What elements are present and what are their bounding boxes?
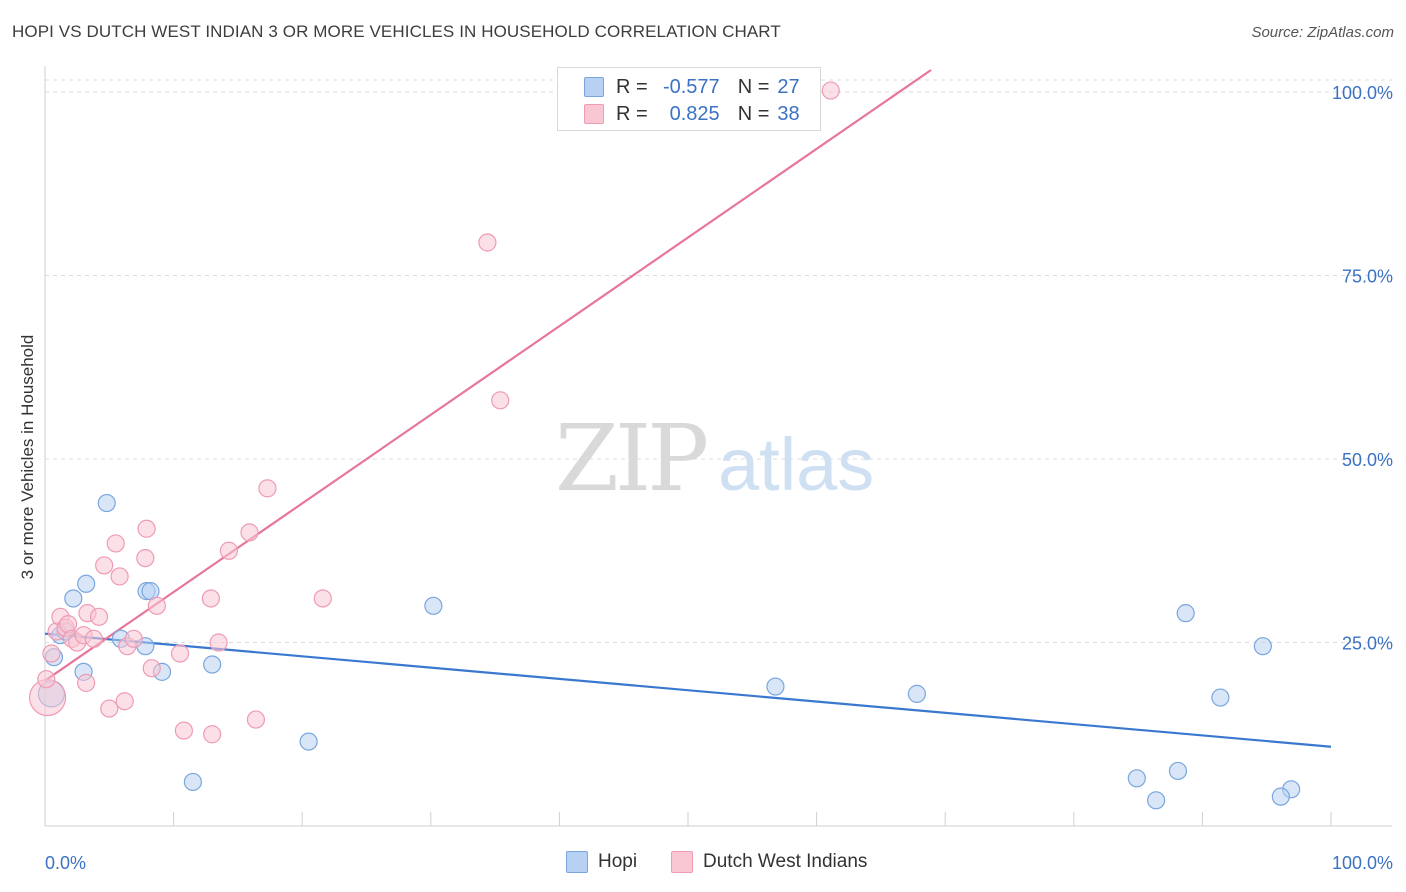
bottom-legend-dutch-west-indians[interactable]: Dutch West Indians bbox=[671, 851, 867, 873]
legend-row-dutch-west-indians: R = 0.825 N = 38 bbox=[584, 101, 800, 127]
watermark: ZIP atlas bbox=[555, 405, 874, 512]
grid-lines bbox=[45, 79, 1392, 644]
point-dutch-west-indians bbox=[821, 81, 840, 100]
point-hopi bbox=[77, 574, 96, 593]
point-hopi bbox=[907, 684, 927, 703]
point-hopi bbox=[1176, 604, 1195, 623]
legend-n-value-hopi: 27 bbox=[777, 75, 800, 98]
data-points bbox=[28, 81, 1301, 810]
point-hopi bbox=[766, 677, 785, 696]
point-dutch-west-indians bbox=[37, 670, 56, 689]
legend-row-hopi: R = -0.577 N = 27 bbox=[584, 74, 800, 100]
point-hopi bbox=[299, 732, 318, 751]
point-dutch-west-indians bbox=[203, 725, 222, 744]
bottom-legend-label-dutch-west-indians: Dutch West Indians bbox=[703, 851, 868, 872]
point-dutch-west-indians bbox=[115, 692, 134, 711]
trend-line-hopi bbox=[44, 632, 1332, 748]
legend-swatch-dutch-west-indians bbox=[584, 104, 604, 124]
point-dutch-west-indians bbox=[174, 721, 193, 740]
point-dutch-west-indians bbox=[170, 644, 190, 663]
trend-line-dutch-west-indians bbox=[44, 69, 932, 682]
y-axis-label: 3 or more Vehicles in Household bbox=[18, 334, 37, 580]
legend-swatch-hopi bbox=[584, 77, 604, 97]
source-credit: Source: ZipAtlas.com bbox=[1251, 24, 1394, 41]
point-dutch-west-indians bbox=[258, 479, 277, 498]
point-dutch-west-indians bbox=[491, 391, 510, 410]
point-dutch-west-indians bbox=[84, 629, 103, 648]
point-hopi bbox=[1211, 688, 1230, 707]
legend-n-label: N = bbox=[737, 102, 770, 125]
legend-r-value-dutch-west-indians: 0.825 bbox=[669, 102, 720, 125]
legend-r-label: R = bbox=[616, 75, 648, 98]
point-dutch-west-indians bbox=[313, 589, 332, 608]
point-dutch-west-indians bbox=[100, 699, 119, 718]
point-dutch-west-indians bbox=[89, 607, 109, 626]
point-dutch-west-indians bbox=[42, 644, 61, 663]
y-tick-label: 50.0% bbox=[1342, 450, 1393, 470]
tick-labels: 25.0% 50.0% 75.0% 100.0% 0.0% 100.0% bbox=[45, 83, 1393, 873]
legend-n-label: N = bbox=[737, 75, 770, 98]
point-hopi bbox=[64, 589, 83, 608]
point-dutch-west-indians bbox=[142, 659, 161, 678]
point-dutch-west-indians bbox=[478, 233, 497, 252]
point-hopi bbox=[1253, 637, 1272, 656]
legend-r-value-hopi: -0.577 bbox=[662, 75, 720, 98]
trend-lines bbox=[44, 69, 1332, 748]
legend-r-label: R = bbox=[616, 102, 648, 125]
point-dutch-west-indians bbox=[209, 633, 228, 652]
point-dutch-west-indians bbox=[110, 567, 129, 586]
bottom-legend-hopi[interactable]: Hopi bbox=[566, 851, 637, 873]
point-hopi bbox=[1271, 787, 1290, 806]
watermark-zip: ZIP bbox=[555, 405, 706, 512]
point-hopi bbox=[1168, 761, 1188, 781]
x-tick-label: 100.0% bbox=[1332, 853, 1393, 873]
point-dutch-west-indians bbox=[137, 519, 156, 538]
point-dutch-west-indians bbox=[95, 556, 114, 575]
point-dutch-west-indians bbox=[219, 541, 238, 560]
legend-n-value-dutch-west-indians: 38 bbox=[777, 102, 800, 125]
point-hopi bbox=[97, 493, 116, 513]
chart-title: HOPI VS DUTCH WEST INDIAN 3 OR MORE VEHI… bbox=[12, 22, 781, 41]
bottom-legend: Hopi Dutch West Indians bbox=[0, 851, 1406, 877]
point-hopi bbox=[1127, 769, 1146, 788]
point-hopi bbox=[1147, 791, 1166, 810]
point-dutch-west-indians bbox=[201, 589, 220, 608]
y-tick-label: 25.0% bbox=[1342, 634, 1393, 654]
point-hopi bbox=[203, 655, 222, 674]
point-dutch-west-indians bbox=[246, 710, 266, 729]
point-dutch-west-indians bbox=[106, 534, 125, 553]
bottom-legend-label-hopi: Hopi bbox=[598, 851, 638, 872]
point-hopi bbox=[183, 772, 202, 792]
y-tick-label: 100.0% bbox=[1332, 83, 1393, 103]
point-hopi bbox=[424, 596, 443, 615]
x-tick-label: 0.0% bbox=[45, 853, 86, 873]
point-dutch-west-indians bbox=[136, 548, 155, 568]
point-dutch-west-indians bbox=[147, 596, 166, 615]
legend-box: R = -0.577 N = 27 R = 0.825 N = 38 bbox=[557, 67, 821, 131]
bottom-legend-swatch-hopi bbox=[566, 851, 588, 873]
y-tick-label: 75.0% bbox=[1342, 267, 1393, 287]
point-dutch-west-indians bbox=[124, 629, 143, 648]
point-dutch-west-indians bbox=[240, 523, 259, 542]
point-dutch-west-indians bbox=[77, 673, 96, 692]
watermark-atlas: atlas bbox=[718, 423, 874, 506]
bottom-legend-swatch-dutch-west-indians bbox=[671, 851, 693, 873]
